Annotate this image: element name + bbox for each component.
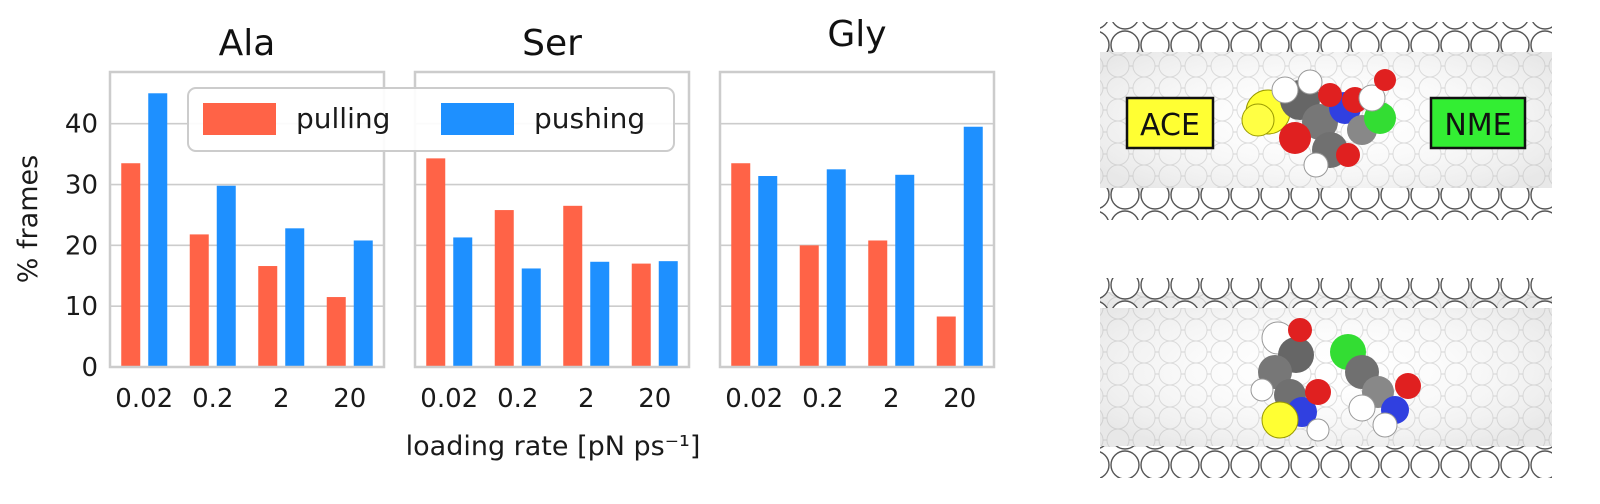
legend-label-pushing: pushing	[534, 102, 645, 135]
bar-pushing	[895, 174, 915, 367]
bar-pushing	[148, 93, 168, 367]
bar-pushing	[590, 261, 610, 367]
panel-frame	[413, 70, 691, 369]
bar-pushing	[285, 228, 305, 367]
bar-pushing	[353, 240, 373, 367]
y-tick-label: 30	[65, 171, 98, 201]
x-tick-label: 20	[638, 384, 671, 414]
legend-frame	[187, 87, 675, 152]
label-nme: NME	[1429, 96, 1527, 150]
legend-label-pulling: pulling	[296, 102, 390, 135]
panel-frame	[108, 70, 386, 369]
bar-pushing	[453, 237, 473, 367]
bar-pulling	[731, 163, 751, 367]
peptide-molecule-bottom	[1250, 318, 1421, 442]
label-ace: ACE	[1125, 96, 1215, 150]
y-tick-label: 40	[65, 110, 98, 140]
legend-swatch-pulling	[203, 103, 276, 135]
bar-pulling	[563, 205, 583, 367]
membrane-row-top	[1100, 22, 1552, 52]
bar-pulling	[868, 240, 888, 367]
panel-title: Gly	[827, 14, 886, 55]
bar-pushing	[963, 126, 983, 367]
panel-title: Ser	[522, 23, 582, 64]
bar-pulling	[326, 297, 346, 367]
bar-pulling	[936, 316, 956, 367]
bar-pushing	[216, 185, 236, 367]
bar-pulling	[494, 210, 514, 367]
membrane-row-top	[1100, 278, 1552, 308]
bar-pulling	[258, 266, 278, 367]
x-tick-label: 0.2	[497, 384, 538, 414]
x-tick-label: 0.2	[802, 384, 843, 414]
peptide-molecule-top	[1241, 69, 1396, 178]
snapshot-top: ACE NME	[1100, 22, 1552, 220]
membrane-row-bottom	[1100, 446, 1552, 478]
panel-title: Ala	[219, 23, 276, 64]
x-tick-label: 2	[578, 384, 595, 414]
bar-pulling	[189, 234, 209, 367]
x-tick-label: 0.02	[725, 384, 783, 414]
x-tick-label: 0.2	[192, 384, 233, 414]
bar-pushing	[758, 176, 778, 367]
x-tick-label: 2	[883, 384, 900, 414]
label-ace-text: ACE	[1140, 108, 1200, 143]
bar-pushing	[658, 261, 678, 367]
legend: pulling pushing	[187, 87, 675, 152]
bar-pushing	[826, 169, 846, 367]
bar-pushing	[521, 268, 541, 367]
y-axis-label: % frames	[13, 155, 44, 283]
bar-pulling	[631, 263, 651, 367]
chart-panel-ser: 0.02 0.2 2 20 Ser	[413, 23, 691, 414]
y-tick-labels: 0 10 20 30 40	[65, 110, 98, 383]
x-tick-label: 0.02	[420, 384, 478, 414]
x-tick-label: 0.02	[115, 384, 173, 414]
membrane-row-bottom	[1100, 188, 1552, 220]
bar-pulling	[799, 245, 819, 367]
label-nme-text: NME	[1444, 108, 1511, 143]
panel-frame	[718, 70, 996, 369]
y-tick-label: 20	[65, 231, 98, 261]
x-tick-label: 20	[333, 384, 366, 414]
y-tick-label: 10	[65, 292, 98, 322]
bar-pulling	[121, 163, 141, 367]
x-tick-label: 2	[273, 384, 290, 414]
x-tick-label: 20	[943, 384, 976, 414]
snapshot-bottom	[1100, 278, 1552, 478]
x-axis-label: loading rate [pN ps⁻¹]	[406, 431, 701, 462]
bar-pulling	[426, 158, 446, 367]
legend-swatch-pushing	[441, 103, 514, 135]
chart-panel-ala: 0.02 0.2 2 20 Ala	[108, 23, 386, 414]
chart-panel-gly: 0.02 0.2 2 20 Gly	[718, 14, 996, 414]
y-tick-label: 0	[81, 353, 98, 383]
